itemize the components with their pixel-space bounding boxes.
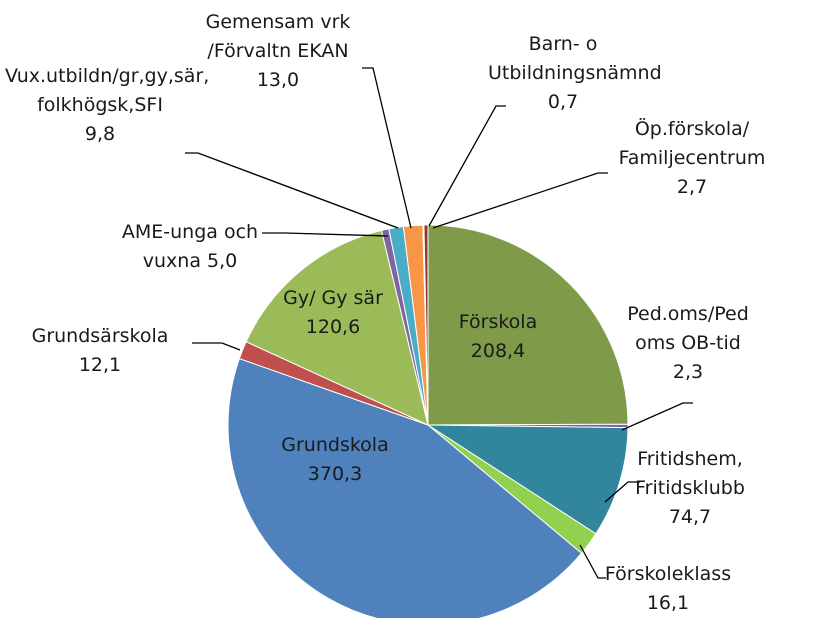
leader-line <box>192 342 241 351</box>
category-label: Ped.oms/Ped oms OB-tid <box>627 303 749 354</box>
slice-label: Gemensam vrk /Förvaltn EKAN 13,0 <box>183 8 373 95</box>
category-label: Grundskola <box>281 434 389 456</box>
category-label: Gy/ Gy sär <box>283 287 383 309</box>
category-label: Öp.förskola/ Familjecentrum <box>618 118 766 169</box>
category-label: Barn- o Utbildningsnämnd <box>488 33 662 84</box>
leader-line <box>362 67 412 229</box>
value-label: 0,7 <box>547 91 579 113</box>
slice-label: Gy/ Gy sär 120,6 <box>273 284 393 342</box>
leader-line <box>579 544 606 579</box>
leader-line <box>604 481 640 503</box>
slice-label: Öp.förskola/ Familjecentrum 2,7 <box>612 115 772 202</box>
slice-label: Grundskola 370,3 <box>265 431 405 489</box>
value-label: 208,4 <box>470 340 526 362</box>
category-label: Gemensam vrk /Förvaltn EKAN <box>205 11 351 62</box>
category-label: AME-unga och vuxna <box>121 221 259 272</box>
category-label: Grundsärskola <box>31 325 169 347</box>
value-label: 13,0 <box>256 69 300 91</box>
leader-line <box>432 172 608 229</box>
value-label: 370,3 <box>307 463 363 485</box>
value-label: 74,7 <box>668 506 712 528</box>
leader-line <box>621 402 693 431</box>
value-label: 2,3 <box>672 361 704 383</box>
pie-slice <box>423 224 429 426</box>
value-label: 5,0 <box>207 250 238 272</box>
category-label: Förskola <box>458 311 538 333</box>
leader-line <box>262 232 389 237</box>
slice-label: AME-unga och vuxna 5,0 <box>110 218 270 276</box>
category-label: Förskoleklass <box>604 563 732 585</box>
slice-label: Fritidshem, Fritidsklubb 74,7 <box>620 445 760 532</box>
pie-slice <box>426 424 629 535</box>
slice-label: Vux.utbildn/gr,gy,sär, folkhögsk,SFI 9,8 <box>5 62 209 149</box>
category-label: Fritidshem, Fritidsklubb <box>635 448 745 499</box>
value-label: 120,6 <box>305 316 361 338</box>
slice-label: Ped.oms/Ped oms OB-tid 2,3 <box>613 300 763 387</box>
slice-label: Förskola 208,4 <box>438 308 558 366</box>
slice-label: Förskoleklass 16,1 <box>593 560 743 618</box>
value-label: 12,1 <box>78 354 122 376</box>
pie-slice <box>427 224 629 426</box>
value-label: 2,7 <box>676 176 708 198</box>
pie-slice <box>245 229 429 426</box>
value-label: 9,8 <box>84 123 116 145</box>
leader-line <box>428 105 506 227</box>
leader-line <box>185 152 399 229</box>
slice-label: Barn- o Utbildningsnämnd 0,7 <box>488 30 662 117</box>
category-label: Vux.utbildn/gr,gy,sär, folkhögsk,SFI <box>5 65 210 116</box>
slice-label: Grundsärskola 12,1 <box>10 322 190 380</box>
value-label: 16,1 <box>646 592 690 614</box>
pie-slice <box>227 357 583 618</box>
